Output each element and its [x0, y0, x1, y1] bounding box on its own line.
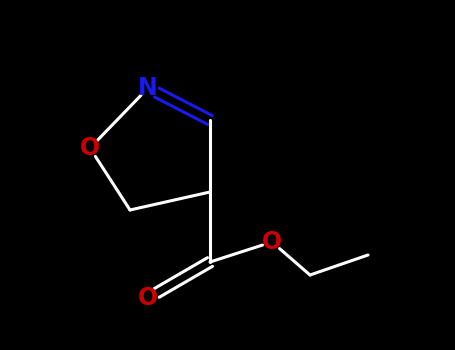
Text: O: O [262, 230, 282, 254]
Text: O: O [80, 136, 100, 160]
Text: O: O [138, 286, 158, 310]
Text: N: N [138, 76, 158, 100]
